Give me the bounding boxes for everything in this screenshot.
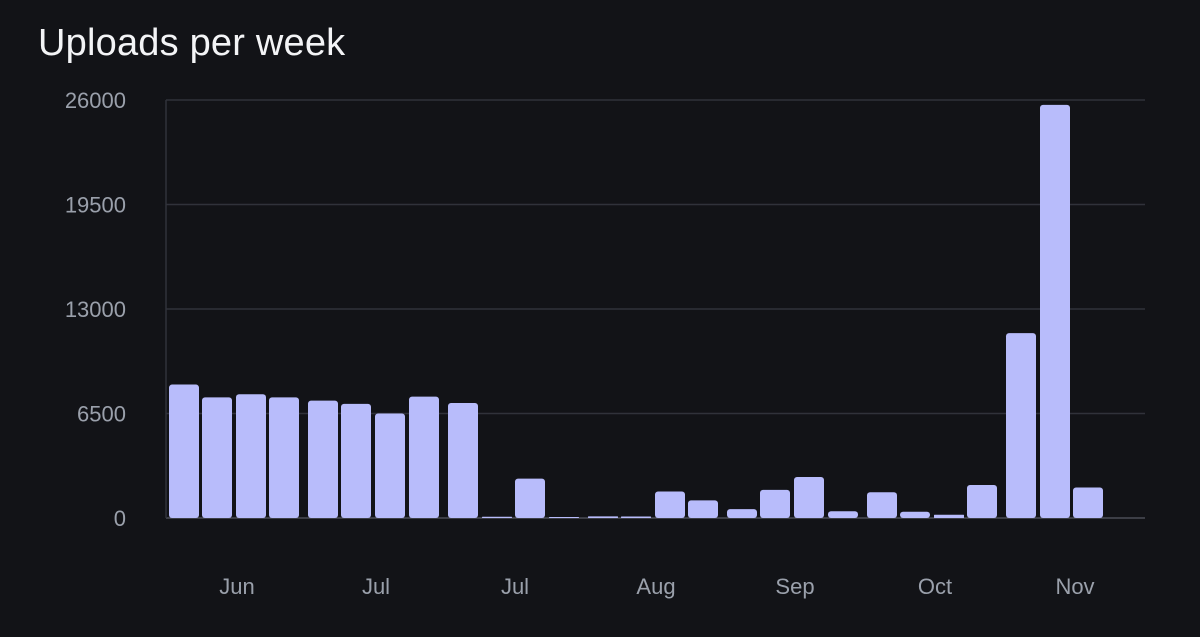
y-tick-label: 6500 xyxy=(77,402,126,427)
y-tick-label: 26000 xyxy=(65,88,126,113)
bar[interactable] xyxy=(760,489,790,518)
bar[interactable] xyxy=(621,516,651,518)
x-tick-label: Oct xyxy=(918,574,952,599)
x-tick-label: Jul xyxy=(501,574,529,599)
bar[interactable] xyxy=(588,516,618,518)
y-axis-ticks: 0 6500 13000 19500 26000 xyxy=(65,88,126,531)
bar[interactable] xyxy=(828,511,858,518)
bar[interactable] xyxy=(308,400,338,518)
bar[interactable] xyxy=(515,478,545,518)
bar[interactable] xyxy=(1006,333,1036,518)
bar[interactable] xyxy=(934,514,964,518)
bar[interactable] xyxy=(867,492,897,518)
bar[interactable] xyxy=(967,485,997,518)
bar[interactable] xyxy=(1040,104,1070,519)
x-tick-label: Jul xyxy=(362,574,390,599)
x-tick-label: Jun xyxy=(219,574,254,599)
y-tick-label: 19500 xyxy=(65,193,126,218)
bars xyxy=(169,104,1103,519)
x-tick-label: Aug xyxy=(636,574,675,599)
bar[interactable] xyxy=(269,397,299,518)
bar[interactable] xyxy=(549,517,579,518)
x-axis-ticks: Jun Jul Jul Aug Sep Oct Nov xyxy=(219,574,1094,599)
bar[interactable] xyxy=(375,413,405,519)
bar[interactable] xyxy=(794,477,824,518)
y-tick-label: 13000 xyxy=(65,297,126,322)
x-tick-label: Sep xyxy=(775,574,814,599)
bar[interactable] xyxy=(448,403,478,518)
x-tick-label: Nov xyxy=(1055,574,1094,599)
bar[interactable] xyxy=(688,500,718,518)
bar[interactable] xyxy=(727,509,757,518)
bar[interactable] xyxy=(341,403,371,518)
bar[interactable] xyxy=(236,394,266,518)
bar[interactable] xyxy=(202,397,232,518)
bar[interactable] xyxy=(169,384,199,518)
chart-title: Uploads per week xyxy=(38,22,346,64)
bar[interactable] xyxy=(1073,487,1103,518)
bar[interactable] xyxy=(655,491,685,518)
y-tick-label: 0 xyxy=(114,506,126,531)
bar[interactable] xyxy=(482,516,512,518)
bar[interactable] xyxy=(409,396,439,518)
bar[interactable] xyxy=(900,511,930,518)
